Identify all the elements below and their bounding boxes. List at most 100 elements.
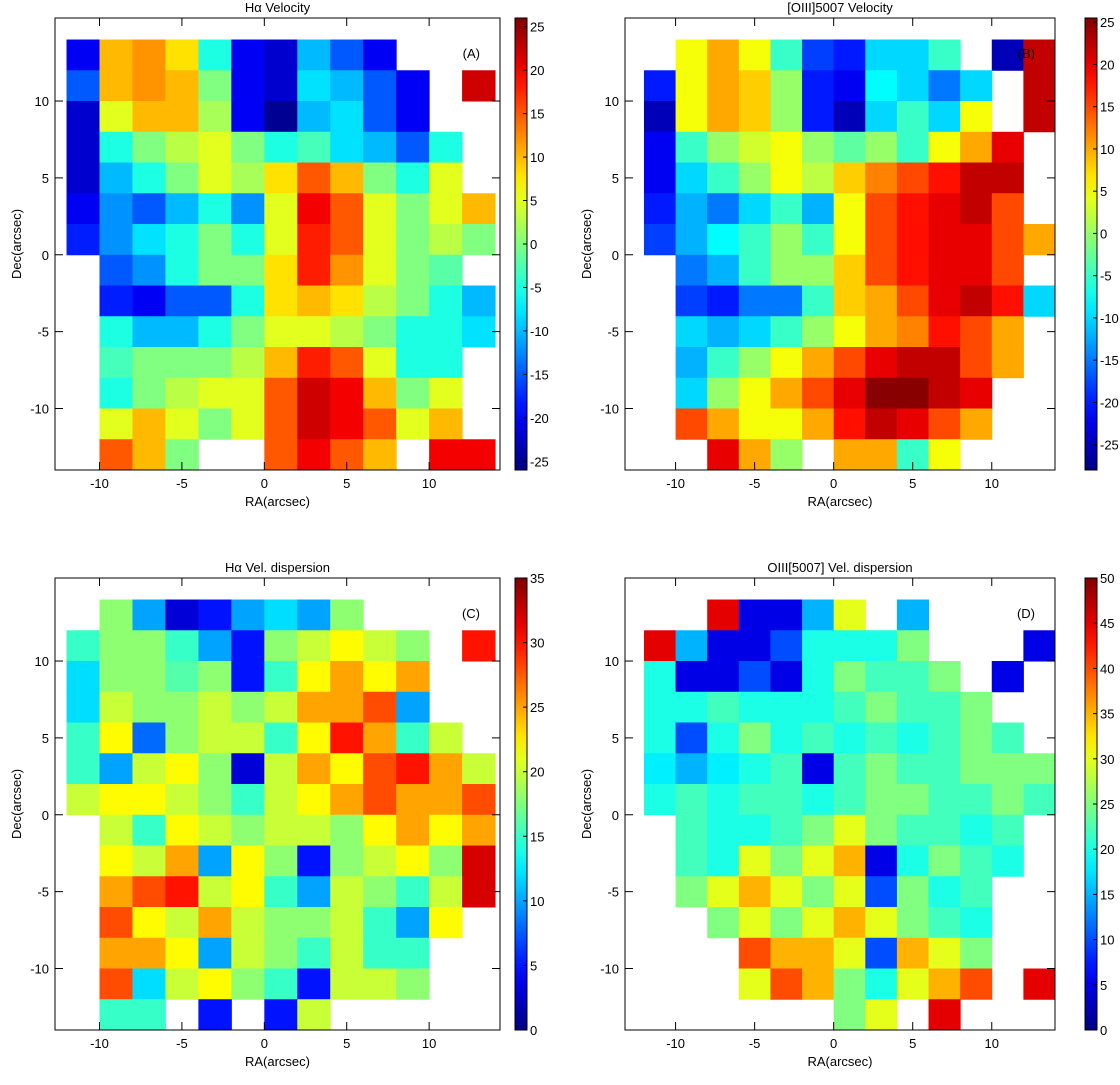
cell [264,316,298,348]
cell [198,39,232,71]
y-tick-label: 10 [35,94,49,109]
colorbar-tick-label: 25 [530,20,544,35]
colorbar-tick-label: 5 [530,958,537,973]
cell [396,70,430,102]
cell [99,131,133,164]
plot-frame [54,17,501,471]
cell [330,784,364,816]
cell [802,784,835,816]
cell [833,753,866,785]
panel: -10 -5 0 5 10 -10 -5 0 5 10 [OIII]5007 Velocity (B)… [579,0,1119,509]
y-tick-label: 10 [35,654,49,669]
colorbar-tick-label: 20 [1100,842,1114,857]
cell [707,722,740,754]
cell [231,39,265,71]
cell [991,162,1024,194]
cell [896,285,930,317]
cell [802,814,835,847]
cell [297,285,331,317]
cell [707,661,740,693]
cell [865,39,898,71]
cell [264,131,298,164]
chart-title: Hα Velocity [245,0,311,15]
cell [865,968,898,1000]
cell [132,439,166,470]
cell [928,753,961,785]
cell [896,131,930,164]
cell [165,347,199,379]
colorbar-tick-label: 35 [530,571,544,586]
colorbar-tick-label: -20 [1100,395,1119,410]
cell [132,254,166,287]
cell [960,377,993,410]
cell [264,193,298,225]
cell [198,876,232,908]
cell [707,101,740,133]
cell [707,408,740,440]
cell [363,814,397,847]
cell [231,937,265,970]
cell [991,347,1024,379]
cell [297,254,331,287]
colorbar-tick-label: 10 [1100,933,1114,948]
x-tick-label: 10 [422,476,436,491]
cell [462,784,496,816]
cell [363,876,397,908]
cell [865,999,898,1030]
cell [802,70,835,102]
cell [264,999,298,1030]
cell [99,285,133,317]
cell [643,224,677,256]
cell [99,691,133,724]
cell [396,254,430,287]
colorbar-tick-label: 20 [530,765,544,780]
cell [707,876,740,908]
cell [297,630,331,662]
cell [462,316,496,348]
cell [264,907,298,939]
cell [802,224,835,256]
cell [66,70,100,102]
cell [960,131,993,164]
cell [297,224,331,256]
cell [198,753,232,785]
colorbar-tick-label: 35 [1100,707,1114,722]
cell [132,162,166,194]
cell [802,285,835,317]
cell [960,254,993,287]
cell [802,347,835,379]
colorbar-tick-label: 0 [530,237,537,252]
cell [770,630,803,662]
cell [330,907,364,939]
cell [802,316,835,348]
cell [396,101,430,133]
cell [297,784,331,816]
y-tick-label: 0 [612,248,619,263]
cell [833,131,866,164]
cell [928,784,961,816]
cell [896,224,930,256]
cell [231,377,265,410]
cell [643,131,677,164]
colorbar-tick-label: 0 [1100,1023,1107,1038]
cell [198,999,232,1030]
cell [231,814,265,847]
cell [991,193,1024,225]
cell [132,661,166,693]
cell [297,439,331,470]
cell [738,377,771,410]
cell [297,599,331,631]
cell [429,316,463,348]
cell [991,814,1024,847]
cell [396,316,430,348]
cell [363,316,397,348]
cell [99,162,133,194]
cell [991,661,1024,693]
cell [896,876,930,908]
cell [330,347,364,379]
cell [396,347,430,379]
colorbar-tick-label: -5 [530,280,542,295]
cell [896,377,930,410]
cell [707,224,740,256]
